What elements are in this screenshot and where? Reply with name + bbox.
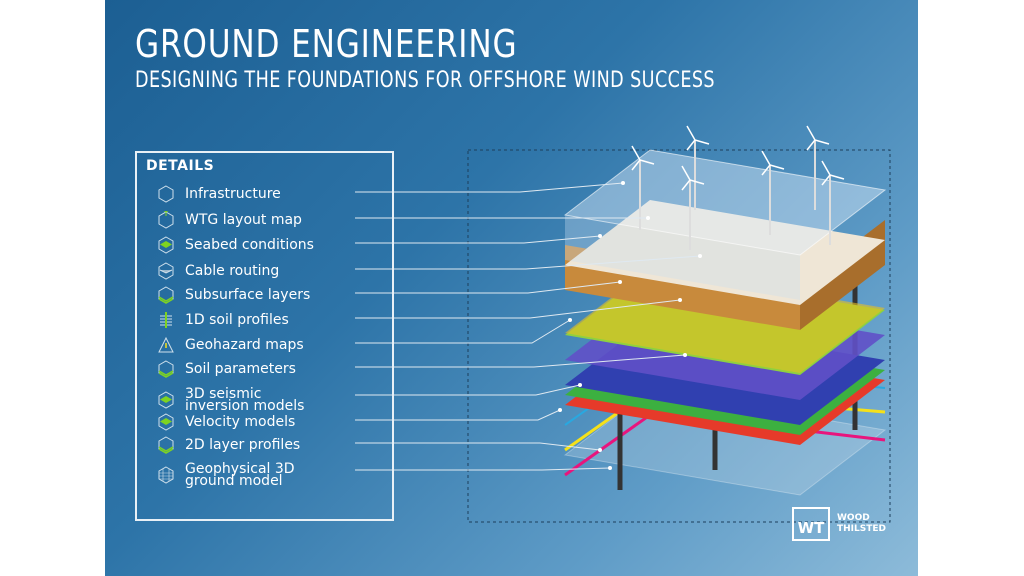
- green-cube-icon: [158, 391, 174, 409]
- leader-dot: [578, 383, 582, 387]
- details-item-label: Seabed conditions: [185, 237, 314, 253]
- grid-cube-icon: [158, 466, 174, 484]
- details-item: Cable routing: [157, 262, 279, 280]
- logo-name-line2: THILSTED: [837, 524, 886, 534]
- leader-line: [355, 182, 624, 193]
- details-item-label: Geophysical 3D ground model: [185, 461, 295, 489]
- details-item-label: 2D layer profiles: [185, 437, 301, 453]
- leader-dot: [558, 408, 562, 412]
- logo-mark: WT: [792, 507, 830, 541]
- details-item-label: 1D soil profiles: [185, 312, 289, 328]
- leader-dot: [678, 298, 682, 302]
- details-item: Seabed conditions: [157, 236, 314, 254]
- details-item: Infrastructure: [157, 185, 281, 203]
- seabed-surface: [565, 200, 885, 305]
- leader-line: [355, 354, 686, 368]
- layers-icon: [158, 360, 174, 378]
- turbine-blades: [821, 160, 845, 186]
- warning-icon: [158, 336, 174, 353]
- green-cube-icon: [158, 236, 174, 254]
- leader-line: [355, 442, 601, 451]
- details-item: 1D soil profiles: [157, 311, 289, 329]
- turbine-blades: [806, 125, 830, 151]
- diagram-frame: [467, 149, 891, 523]
- cable-cube-icon: [158, 262, 174, 280]
- water-surface: [563, 149, 887, 256]
- details-item: 3D seismic inversion models: [157, 386, 305, 414]
- details-item-label: Subsurface layers: [185, 287, 311, 303]
- details-item: 2D layer profiles: [157, 436, 300, 454]
- leader-dot: [618, 280, 622, 284]
- details-item-label: 3D seismic inversion models: [185, 386, 305, 414]
- leader-dot: [598, 234, 602, 238]
- leader-dot: [568, 318, 572, 322]
- details-item-label: WTG layout map: [185, 212, 302, 228]
- wood-thilsted-logo: WT WOOD THILSTED: [792, 507, 886, 541]
- leader-line: [355, 299, 681, 319]
- turbine-blades: [681, 165, 705, 191]
- leader-dot: [683, 353, 687, 357]
- details-item-label: Geohazard maps: [185, 337, 304, 353]
- details-item-label: Soil parameters: [185, 361, 296, 377]
- leader-line: [355, 467, 611, 471]
- leader-line: [355, 235, 601, 244]
- leader-dot: [621, 181, 625, 185]
- leader-dot: [698, 254, 702, 258]
- leader-line: [355, 384, 581, 396]
- details-item: Subsurface layers: [157, 286, 310, 304]
- details-item: Soil parameters: [157, 360, 296, 378]
- details-item: Velocity models: [157, 413, 295, 431]
- details-item: Geohazard maps: [157, 336, 304, 354]
- leader-dot: [598, 448, 602, 452]
- details-item: Geophysical 3D ground model: [157, 461, 295, 489]
- ground-model-diagram: [355, 125, 891, 523]
- page-title: GROUND ENGINEERING: [135, 22, 518, 66]
- leader-line: [355, 281, 621, 294]
- soil-profile-icon: [160, 312, 172, 328]
- logo-name-line1: WOOD: [837, 513, 870, 523]
- details-item: WTG layout map: [157, 211, 302, 229]
- turbine-blades: [686, 125, 710, 151]
- leader-line: [355, 319, 571, 344]
- green-cube-icon: [158, 413, 174, 431]
- details-panel: DETAILS Infrastructure WTG layout map Seab…: [135, 151, 394, 521]
- leader-line: [355, 255, 701, 270]
- leader-dot: [646, 216, 650, 220]
- details-item-label: Cable routing: [185, 263, 280, 279]
- details-item-label: Velocity models: [185, 414, 296, 430]
- layers-icon: [158, 286, 174, 304]
- leader-dot: [608, 466, 612, 470]
- cube-icon: [158, 185, 174, 203]
- details-item-label: Infrastructure: [185, 186, 281, 202]
- turbine-blades: [761, 150, 785, 176]
- leader-line: [355, 409, 561, 421]
- layers-icon: [158, 436, 174, 454]
- page-subtitle: DESIGNING THE FOUNDATIONS FOR OFFSHORE W…: [135, 68, 715, 93]
- turbine-cube-icon: [158, 211, 174, 229]
- turbine-blades: [631, 145, 655, 171]
- details-heading: DETAILS: [146, 158, 215, 174]
- infographic-poster: GROUND ENGINEERING DESIGNING THE FOUNDAT…: [105, 0, 918, 576]
